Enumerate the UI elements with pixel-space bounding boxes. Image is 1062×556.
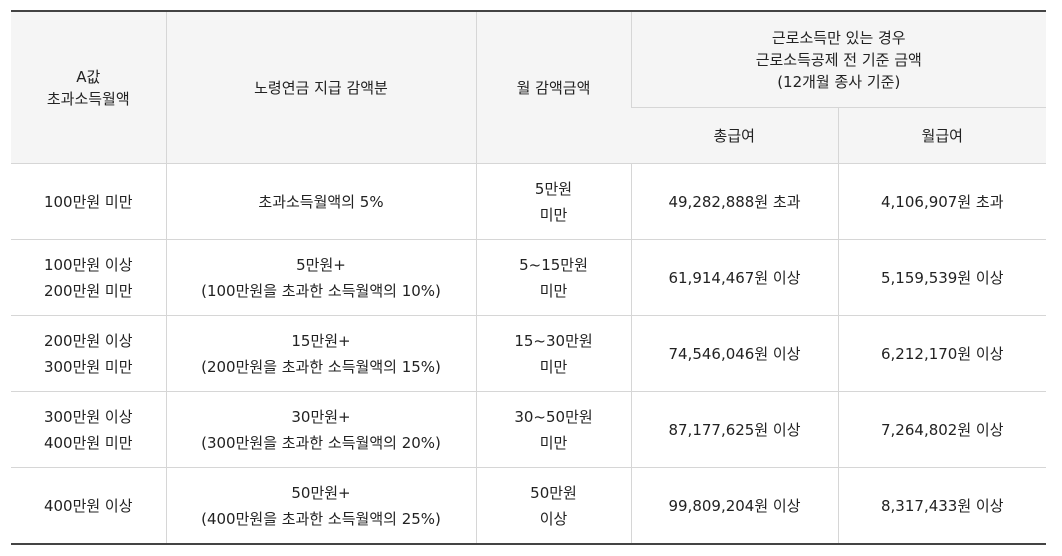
cell-monthly-reduction-line: 이상 — [539, 509, 568, 528]
cell-monthly-reduction-line: 5만원 — [534, 179, 573, 198]
header-income-group-line: 근로소득만 있는 경우 — [771, 28, 906, 47]
cell-monthly-reduction-line: 15~30만원 — [514, 331, 593, 350]
header-total-pay: 총급여 — [631, 107, 838, 164]
cell-total-pay: 61,914,467원 이상 — [630, 239, 838, 316]
cell-reduction: 5만원+ (100만원을 초과한 소득월액의 10%) — [165, 239, 476, 316]
cell-monthly-pay: 8,317,433원 이상 — [837, 467, 1047, 545]
cell-monthly-pay: 7,264,802원 이상 — [837, 391, 1047, 468]
cell-reduction: 초과소득월액의 5% — [165, 163, 476, 240]
header-monthly-pay: 월급여 — [837, 107, 1047, 164]
pension-reduction-table-container: A값 초과소득월액 노령연금 지급 감액분 월 감액금액 근로소득만 있는 경우… — [11, 10, 1047, 545]
cell-a-value-line: 300만원 이상 — [43, 407, 133, 426]
cell-reduction-line: (200만원을 초과한 소득월액의 15%) — [201, 357, 441, 376]
cell-monthly-reduction-line: 미만 — [539, 205, 568, 224]
cell-monthly-reduction-line: 5~15만원 — [519, 255, 588, 274]
cell-total-pay: 49,282,888원 초과 — [630, 163, 838, 240]
cell-a-value-line: 200만원 미만 — [43, 281, 133, 300]
cell-a-value-line: 300만원 미만 — [43, 357, 133, 376]
cell-a-value: 100만원 미만 — [11, 163, 166, 240]
cell-total-pay: 87,177,625원 이상 — [630, 391, 838, 468]
header-a-value: A값 초과소득월액 — [11, 10, 166, 164]
cell-a-value: 300만원 이상 400만원 미만 — [11, 391, 166, 468]
cell-reduction-line: (400만원을 초과한 소득월액의 25%) — [201, 509, 441, 528]
cell-total-pay: 74,546,046원 이상 — [630, 315, 838, 392]
cell-monthly-reduction-line: 30~50만원 — [514, 407, 593, 426]
header-income-group-line: (12개월 종사 기준) — [777, 72, 901, 91]
cell-a-value-line: 200만원 이상 — [43, 331, 133, 350]
cell-reduction: 15만원+ (200만원을 초과한 소득월액의 15%) — [165, 315, 476, 392]
table-row: 300만원 이상 400만원 미만 30만원+ (300만원을 초과한 소득월액의 2… — [11, 391, 1047, 468]
cell-reduction-line: 초과소득월액의 5% — [258, 192, 384, 211]
cell-a-value-line: 400만원 이상 — [43, 496, 133, 515]
cell-a-value: 200만원 이상 300만원 미만 — [11, 315, 166, 392]
cell-reduction-line: (100만원을 초과한 소득월액의 10%) — [201, 281, 441, 300]
header-monthly-reduction: 월 감액금액 — [475, 10, 631, 164]
header-income-group: 근로소득만 있는 경우 근로소득공제 전 기준 금액 (12개월 종사 기준) — [630, 10, 1047, 108]
header-income-group-line: 근로소득공제 전 기준 금액 — [755, 50, 922, 69]
table-row: 100만원 미만 초과소득월액의 5% 5만원 미만 49,282,888원 초과 4,1… — [11, 163, 1047, 240]
cell-total-pay: 99,809,204원 이상 — [630, 467, 838, 545]
cell-monthly-pay: 6,212,170원 이상 — [837, 315, 1047, 392]
cell-monthly-reduction-line: 50만원 — [530, 483, 577, 502]
pension-reduction-table: A값 초과소득월액 노령연금 지급 감액분 월 감액금액 근로소득만 있는 경우… — [11, 10, 1047, 545]
cell-monthly-reduction-line: 미만 — [539, 357, 568, 376]
table-body: 100만원 미만 초과소득월액의 5% 5만원 미만 49,282,888원 초과 4,1… — [11, 163, 1047, 545]
cell-reduction-line: 15만원+ — [291, 331, 351, 350]
header-reduction: 노령연금 지급 감액분 — [165, 10, 476, 164]
cell-a-value: 100만원 이상 200만원 미만 — [11, 239, 166, 316]
cell-reduction: 50만원+ (400만원을 초과한 소득월액의 25%) — [165, 467, 476, 545]
cell-a-value-line: 100만원 이상 — [43, 255, 133, 274]
cell-reduction-line: 30만원+ — [291, 407, 351, 426]
cell-monthly-pay: 5,159,539원 이상 — [837, 239, 1047, 316]
cell-reduction-line: 5만원+ — [296, 255, 346, 274]
header-a-value-line: A값 — [76, 67, 101, 86]
header-a-value-line: 초과소득월액 — [46, 89, 130, 108]
cell-a-value: 400만원 이상 — [11, 467, 166, 545]
cell-reduction-line: 50만원+ — [291, 483, 351, 502]
cell-reduction-line: (300만원을 초과한 소득월액의 20%) — [201, 433, 441, 452]
cell-monthly-reduction-line: 미만 — [539, 433, 568, 452]
table-row: 200만원 이상 300만원 미만 15만원+ (200만원을 초과한 소득월액의 1… — [11, 315, 1047, 392]
cell-a-value-line: 100만원 미만 — [43, 192, 133, 211]
cell-monthly-pay: 4,106,907원 초과 — [837, 163, 1047, 240]
table-row: 100만원 이상 200만원 미만 5만원+ (100만원을 초과한 소득월액의 10… — [11, 239, 1047, 316]
table-header: A값 초과소득월액 노령연금 지급 감액분 월 감액금액 근로소득만 있는 경우… — [11, 10, 1047, 164]
cell-monthly-reduction-line: 미만 — [539, 281, 568, 300]
cell-reduction: 30만원+ (300만원을 초과한 소득월액의 20%) — [165, 391, 476, 468]
cell-a-value-line: 400만원 미만 — [43, 433, 133, 452]
